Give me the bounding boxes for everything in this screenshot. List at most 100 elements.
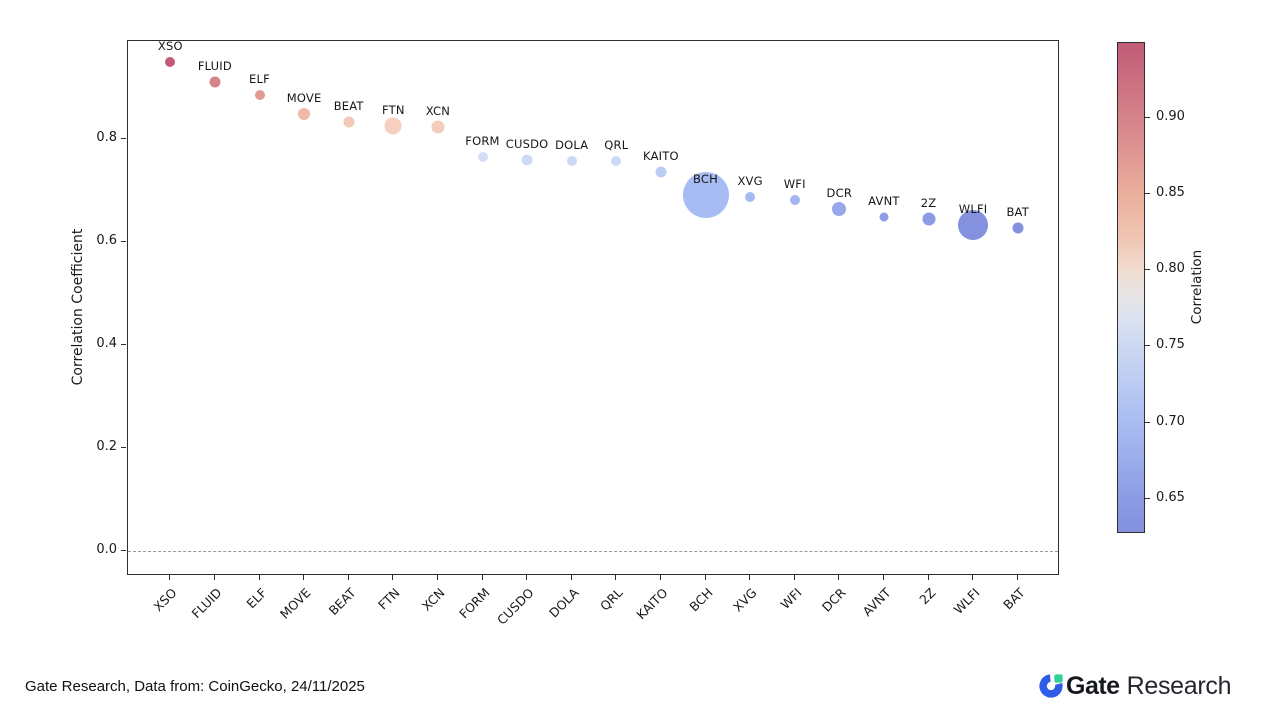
- colorbar-tick-label: 0.85: [1156, 184, 1185, 200]
- bubble-label-AVNT: AVNT: [868, 194, 900, 209]
- bubble-label-BCH: BCH: [693, 172, 718, 187]
- bubble-label-WFI: WFI: [783, 177, 806, 192]
- colorbar-tick-label: 0.75: [1156, 337, 1185, 353]
- bubble-label-CUSDO: CUSDO: [505, 137, 549, 152]
- x-tick-mark: [749, 575, 751, 580]
- bubble-label-DCR: DCR: [826, 185, 853, 200]
- colorbar: [1117, 42, 1145, 533]
- bubble-label-DOLA: DOLA: [555, 137, 589, 152]
- bubble-DOLA: [566, 155, 577, 166]
- bubble-KAITO: [655, 166, 667, 178]
- bubble-BCH: [682, 172, 729, 219]
- bubble-label-WLFI: WLFI: [958, 202, 988, 217]
- bubble-label-XVG: XVG: [737, 173, 763, 188]
- bubble-FTN: [384, 117, 402, 135]
- x-tick-label: CUSDO: [494, 585, 537, 628]
- gate-research-logo: Gate Research: [1039, 671, 1232, 701]
- colorbar-tick-mark: [1145, 497, 1150, 499]
- y-tick-mark: [121, 240, 126, 242]
- y-tick-mark: [121, 137, 126, 139]
- bubble-CUSDO: [521, 154, 533, 166]
- y-tick-label: 0.0: [96, 541, 117, 557]
- y-tick-mark: [121, 446, 126, 448]
- bubble-label-BEAT: BEAT: [333, 99, 364, 114]
- bubble-DCR: [832, 201, 847, 216]
- bubble-label-2Z: 2Z: [920, 195, 937, 210]
- colorbar-label: Correlation: [1189, 249, 1205, 325]
- y-tick-mark: [121, 343, 126, 345]
- x-tick-label: XSO: [150, 585, 180, 615]
- bubble-ELF: [254, 89, 265, 100]
- bubble-FORM: [477, 152, 488, 163]
- x-tick-mark: [704, 575, 706, 580]
- bubble-label-BAT: BAT: [1006, 204, 1029, 219]
- bubble-label-XSO: XSO: [157, 39, 183, 54]
- x-tick-label: XVG: [730, 585, 760, 615]
- colorbar-tick-mark: [1145, 116, 1150, 118]
- x-tick-mark: [972, 575, 974, 580]
- bubble-XSO: [165, 57, 176, 68]
- bubble-label-ELF: ELF: [249, 71, 270, 86]
- y-tick-mark: [121, 549, 126, 551]
- bubble-BAT: [1012, 222, 1024, 234]
- bubble-label-FORM: FORM: [465, 134, 500, 149]
- x-tick-mark: [481, 575, 483, 580]
- x-tick-mark: [793, 575, 795, 580]
- bubble-label-FLUID: FLUID: [197, 59, 232, 74]
- x-tick-label: MOVE: [277, 585, 314, 622]
- gate-logo-icon: [1039, 674, 1063, 698]
- colorbar-tick-label: 0.65: [1156, 489, 1185, 505]
- bubble-FLUID: [209, 76, 221, 88]
- colorbar-tick-mark: [1145, 345, 1150, 347]
- bubble-WLFI: [958, 210, 989, 241]
- colorbar-tick-mark: [1145, 421, 1150, 423]
- y-tick-label: 0.8: [96, 129, 117, 145]
- x-tick-label: FTN: [375, 585, 403, 613]
- bubble-label-QRL: QRL: [604, 138, 629, 153]
- x-tick-mark: [169, 575, 171, 580]
- y-axis-label: Correlation Coefficient: [70, 228, 86, 386]
- bubble-WFI: [789, 195, 800, 206]
- zero-reference-line: [128, 550, 1058, 552]
- colorbar-tick-mark: [1145, 192, 1150, 194]
- bubble-BEAT: [343, 116, 355, 128]
- bubble-label-XCN: XCN: [425, 103, 451, 118]
- bubble-XCN: [431, 120, 445, 134]
- x-tick-label: QRL: [597, 585, 626, 614]
- x-tick-mark: [258, 575, 260, 580]
- x-tick-label: WLFI: [950, 585, 983, 617]
- x-tick-mark: [347, 575, 349, 580]
- plot-area: XSO FLUID ELF MOVE BEAT FTN XCN FORM CUSDO DOLA QR…: [127, 39, 1059, 575]
- bubble-QRL: [611, 156, 622, 167]
- bubble-AVNT: [879, 212, 889, 222]
- bubble-label-FTN: FTN: [381, 103, 405, 118]
- x-tick-mark: [882, 575, 884, 580]
- brand-research-text: Research: [1126, 671, 1232, 700]
- colorbar-tick-label: 0.80: [1156, 261, 1185, 277]
- bubble-XVG: [745, 191, 756, 202]
- colorbar-tick-label: 0.90: [1156, 108, 1185, 124]
- x-tick-mark: [303, 575, 305, 580]
- x-tick-mark: [615, 575, 617, 580]
- bubble-label-KAITO: KAITO: [643, 149, 679, 164]
- y-tick-label: 0.4: [96, 335, 117, 351]
- x-tick-mark: [659, 575, 661, 580]
- data-source-caption: Gate Research, Data from: CoinGecko, 24/…: [25, 678, 365, 695]
- x-tick-mark: [927, 575, 929, 580]
- x-tick-mark: [1016, 575, 1018, 580]
- x-tick-mark: [436, 575, 438, 580]
- bubble-MOVE: [298, 108, 311, 121]
- x-tick-mark: [838, 575, 840, 580]
- x-tick-mark: [213, 575, 215, 580]
- colorbar-tick-mark: [1145, 269, 1150, 271]
- x-tick-mark: [392, 575, 394, 580]
- colorbar-tick-label: 0.70: [1156, 413, 1185, 429]
- bubble-label-MOVE: MOVE: [286, 91, 322, 106]
- y-tick-label: 0.2: [96, 438, 117, 454]
- x-tick-mark: [570, 575, 572, 580]
- x-tick-mark: [526, 575, 528, 580]
- bubble-2Z: [922, 212, 935, 226]
- y-tick-label: 0.6: [96, 232, 117, 248]
- brand-gate-text: Gate: [1066, 671, 1120, 700]
